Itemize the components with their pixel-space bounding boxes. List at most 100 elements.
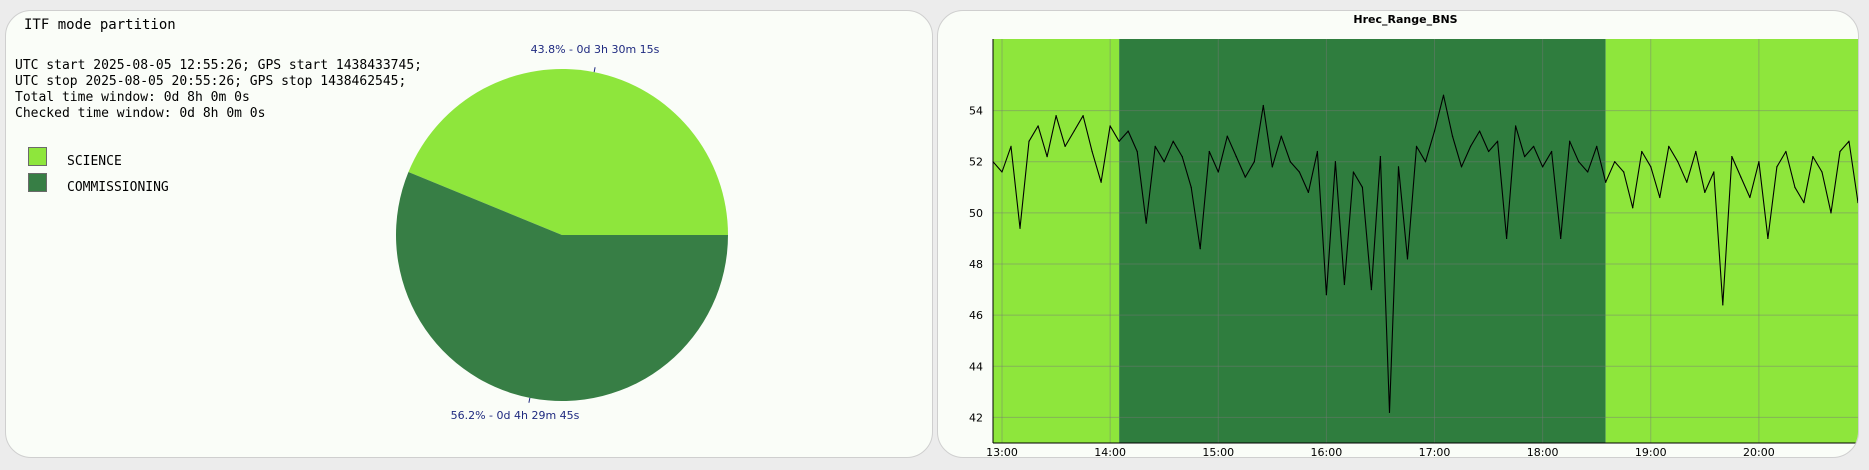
data-point [1208, 150, 1210, 153]
data-point [1361, 186, 1364, 188]
x-tick-label: 18:00 [1527, 446, 1559, 458]
data-point [1614, 161, 1616, 163]
pie-label-tick-science [593, 67, 596, 73]
data-point [1307, 191, 1309, 194]
data-point [1136, 150, 1138, 153]
data-point [1064, 145, 1066, 147]
pie-label-tick-commissioning [528, 397, 531, 403]
data-point [1785, 150, 1787, 153]
chart-title: Hrec_Range_BNS [1353, 13, 1457, 26]
utc-stop-line: UTC stop 2025-08-05 20:55:26; GPS stop 1… [15, 74, 407, 89]
data-point [1496, 140, 1499, 142]
data-point [1487, 150, 1490, 153]
data-point [1460, 166, 1463, 168]
data-point [1073, 130, 1075, 132]
data-point [1343, 283, 1346, 286]
hrec-range-panel: Hrec_Range_BNS 13:00 14:00 15:00 16:00 17:00 1… [937, 10, 1859, 458]
data-point [1379, 156, 1382, 158]
data-point [1722, 304, 1724, 306]
data-point [1478, 130, 1481, 132]
data-point [1812, 156, 1814, 158]
mode-band-science-0 [993, 39, 1120, 443]
data-point [1424, 161, 1427, 163]
data-point [1569, 140, 1571, 142]
data-point [992, 161, 994, 163]
data-point [1451, 135, 1454, 137]
data-point [1028, 140, 1030, 142]
data-point [1154, 145, 1156, 147]
data-point [1740, 176, 1742, 178]
data-point [1091, 150, 1093, 153]
data-point [1325, 294, 1327, 296]
pie-slice-label-science: 43.8% - 0d 3h 30m 15s [531, 43, 660, 56]
data-point [1388, 411, 1391, 413]
legend-swatch-science [28, 147, 47, 166]
data-point [1731, 156, 1733, 158]
data-point [1082, 115, 1084, 117]
pie-slice-label-commissioning: 56.2% - 0d 4h 29m 45s [451, 409, 580, 422]
data-point [1587, 171, 1589, 173]
x-tick-label: 16:00 [1311, 446, 1343, 458]
data-point [1551, 150, 1553, 153]
data-point [1830, 212, 1832, 214]
data-point [1578, 161, 1580, 163]
data-point [1542, 166, 1544, 168]
y-tick-label: 42 [969, 411, 983, 424]
data-point [1641, 150, 1643, 153]
data-point [1190, 186, 1192, 188]
data-point [1289, 161, 1291, 163]
legend-label-commissioning: COMMISSIONING [67, 180, 169, 195]
data-point [1316, 150, 1318, 153]
data-point [1749, 196, 1751, 199]
x-tick-label: 15:00 [1202, 446, 1234, 458]
data-point [1163, 161, 1165, 163]
legend-label-science: SCIENCE [67, 154, 122, 169]
data-point [1226, 135, 1228, 137]
y-tick-label: 48 [969, 258, 983, 271]
data-point [1596, 145, 1598, 147]
data-point [1695, 150, 1697, 153]
data-point [1262, 104, 1264, 107]
data-point [1181, 156, 1183, 158]
mode-band-commissioning-1 [1119, 39, 1606, 443]
data-point [1668, 145, 1670, 147]
data-point [1118, 140, 1120, 142]
y-tick-label: 54 [969, 105, 983, 118]
data-point [1713, 171, 1715, 173]
data-point [1334, 161, 1336, 163]
data-point [1442, 94, 1445, 96]
total-time-window-line: Total time window: 0d 8h 0m 0s [15, 90, 250, 105]
data-point [1803, 202, 1805, 204]
x-tick-label: 20:00 [1743, 446, 1775, 458]
pie-slice-science [408, 68, 728, 236]
data-point [1505, 237, 1508, 240]
data-point [1821, 171, 1823, 173]
data-point [1632, 207, 1634, 209]
data-point [1415, 145, 1418, 147]
data-point [1280, 135, 1282, 137]
data-point [1019, 227, 1021, 229]
data-point [1433, 130, 1436, 132]
data-point [1397, 166, 1400, 168]
x-tick-label: 19:00 [1635, 446, 1667, 458]
data-point [1605, 181, 1607, 183]
panel-title: ITF mode partition [24, 17, 176, 33]
data-point [1623, 171, 1625, 173]
data-point [1172, 140, 1174, 142]
data-point [1100, 181, 1102, 183]
line-chart: Hrec_Range_BNS 13:00 14:00 15:00 16:00 17:00 1… [969, 13, 1858, 458]
data-point [1298, 171, 1300, 173]
data-point [1352, 171, 1355, 173]
data-point [1533, 145, 1535, 147]
utc-start-line: UTC start 2025-08-05 12:55:26; GPS start… [15, 58, 422, 73]
data-point [1370, 288, 1373, 291]
mode-partition-panel: ITF mode partition UTC start 2025-08-05 … [5, 10, 933, 458]
data-point [1659, 196, 1661, 199]
data-point [1271, 166, 1273, 168]
mode-band-science-2 [1605, 39, 1858, 443]
data-point [1406, 258, 1409, 260]
data-point [1758, 161, 1760, 163]
time-window-info: UTC start 2025-08-05 12:55:26; GPS start… [15, 58, 422, 122]
x-tick-label: 14:00 [1094, 446, 1126, 458]
data-point [1848, 140, 1850, 142]
